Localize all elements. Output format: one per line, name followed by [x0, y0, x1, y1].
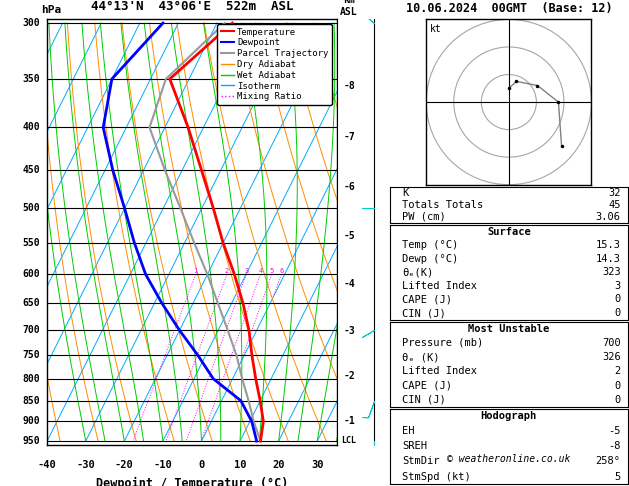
Text: SREH: SREH — [402, 441, 427, 451]
Text: 350: 350 — [22, 74, 40, 84]
Text: 0: 0 — [615, 395, 621, 405]
Text: θₑ(K): θₑ(K) — [402, 267, 433, 278]
Text: Dewp (°C): Dewp (°C) — [402, 254, 458, 264]
Text: -5: -5 — [343, 231, 355, 241]
Text: 500: 500 — [22, 203, 40, 213]
Text: -1: -1 — [343, 416, 355, 426]
Text: CIN (J): CIN (J) — [402, 395, 445, 405]
Text: 900: 900 — [22, 417, 40, 426]
Text: 14.3: 14.3 — [596, 254, 621, 264]
Text: 45: 45 — [608, 200, 621, 210]
Text: K: K — [402, 188, 408, 198]
Text: 2: 2 — [615, 366, 621, 376]
Text: 850: 850 — [22, 396, 40, 406]
Text: 3: 3 — [615, 281, 621, 291]
Text: Surface: Surface — [487, 227, 531, 237]
Text: 326: 326 — [602, 352, 621, 362]
Text: 10: 10 — [234, 460, 247, 469]
Text: 2: 2 — [225, 268, 229, 275]
Text: PW (cm): PW (cm) — [402, 212, 445, 222]
Text: km
ASL: km ASL — [340, 0, 358, 17]
Text: 20: 20 — [272, 460, 285, 469]
Text: 4: 4 — [259, 268, 262, 275]
Text: -40: -40 — [38, 460, 57, 469]
Text: 0: 0 — [198, 460, 204, 469]
Text: 5: 5 — [270, 268, 274, 275]
Text: 3: 3 — [244, 268, 248, 275]
Text: -10: -10 — [153, 460, 172, 469]
Text: © weatheronline.co.uk: © weatheronline.co.uk — [447, 454, 571, 464]
Text: 10.06.2024  00GMT  (Base: 12): 10.06.2024 00GMT (Base: 12) — [406, 1, 612, 15]
Text: 450: 450 — [22, 165, 40, 175]
Text: -8: -8 — [343, 81, 355, 91]
Text: 650: 650 — [22, 298, 40, 309]
Text: 550: 550 — [22, 238, 40, 248]
Text: 0: 0 — [615, 308, 621, 318]
Text: Temp (°C): Temp (°C) — [402, 240, 458, 250]
Text: EH: EH — [402, 426, 415, 436]
Text: CAPE (J): CAPE (J) — [402, 295, 452, 305]
Text: -2: -2 — [343, 371, 355, 382]
Text: 0: 0 — [615, 381, 621, 391]
Text: StmSpd (kt): StmSpd (kt) — [402, 471, 470, 482]
Text: Lifted Index: Lifted Index — [402, 366, 477, 376]
Text: 15.3: 15.3 — [596, 240, 621, 250]
Text: -6: -6 — [343, 182, 355, 192]
Text: hPa: hPa — [41, 4, 61, 15]
Text: -20: -20 — [115, 460, 134, 469]
Text: 700: 700 — [22, 325, 40, 335]
Text: Lifted Index: Lifted Index — [402, 281, 477, 291]
Text: 258°: 258° — [596, 456, 621, 467]
Text: 600: 600 — [22, 269, 40, 279]
Text: Most Unstable: Most Unstable — [468, 324, 550, 334]
Text: 800: 800 — [22, 374, 40, 384]
Text: 6: 6 — [279, 268, 283, 275]
Text: 1: 1 — [194, 268, 198, 275]
Text: 323: 323 — [602, 267, 621, 278]
Text: kt: kt — [430, 24, 442, 35]
Text: 32: 32 — [608, 188, 621, 198]
Text: StmDir: StmDir — [402, 456, 440, 467]
Text: 0: 0 — [615, 295, 621, 305]
Text: θₑ (K): θₑ (K) — [402, 352, 440, 362]
Text: 700: 700 — [602, 338, 621, 348]
Text: -30: -30 — [76, 460, 95, 469]
Legend: Temperature, Dewpoint, Parcel Trajectory, Dry Adiabat, Wet Adiabat, Isotherm, Mi: Temperature, Dewpoint, Parcel Trajectory… — [217, 24, 332, 105]
Text: CIN (J): CIN (J) — [402, 308, 445, 318]
Text: -5: -5 — [608, 426, 621, 436]
Text: 400: 400 — [22, 122, 40, 132]
Text: -8: -8 — [608, 441, 621, 451]
Text: -7: -7 — [343, 132, 355, 142]
Text: 750: 750 — [22, 350, 40, 360]
Text: Totals Totals: Totals Totals — [402, 200, 483, 210]
Text: CAPE (J): CAPE (J) — [402, 381, 452, 391]
Text: Dewpoint / Temperature (°C): Dewpoint / Temperature (°C) — [96, 477, 288, 486]
Text: 3.06: 3.06 — [596, 212, 621, 222]
Text: 5: 5 — [615, 471, 621, 482]
Text: Hodograph: Hodograph — [481, 411, 537, 421]
Text: 44°13'N  43°06'E  522m  ASL: 44°13'N 43°06'E 522m ASL — [91, 0, 293, 13]
Text: -4: -4 — [343, 279, 355, 289]
Text: 300: 300 — [22, 18, 40, 28]
Text: -3: -3 — [343, 326, 355, 336]
Text: 950: 950 — [22, 436, 40, 446]
Text: Pressure (mb): Pressure (mb) — [402, 338, 483, 348]
Text: 30: 30 — [311, 460, 323, 469]
Text: LCL: LCL — [342, 436, 357, 445]
